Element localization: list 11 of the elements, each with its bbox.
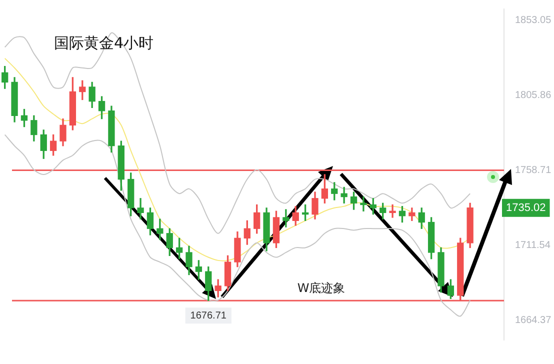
line-series — [4, 32, 471, 234]
y-tick-label: 1853.05 — [515, 14, 552, 26]
y-tick-label: 1805.86 — [515, 90, 552, 101]
text: 国际黄金4小时 — [54, 34, 154, 53]
text: 1735.02 — [506, 202, 546, 214]
y-tick-label: 1711.54 — [515, 240, 551, 251]
annotation: W底迹象 — [297, 280, 346, 295]
y-tick-label: 1664.37 — [515, 315, 552, 326]
y-tick-label: 1758.71 — [515, 164, 552, 176]
line-series — [4, 134, 471, 317]
ref-line-label: 1676.71 — [190, 310, 227, 322]
